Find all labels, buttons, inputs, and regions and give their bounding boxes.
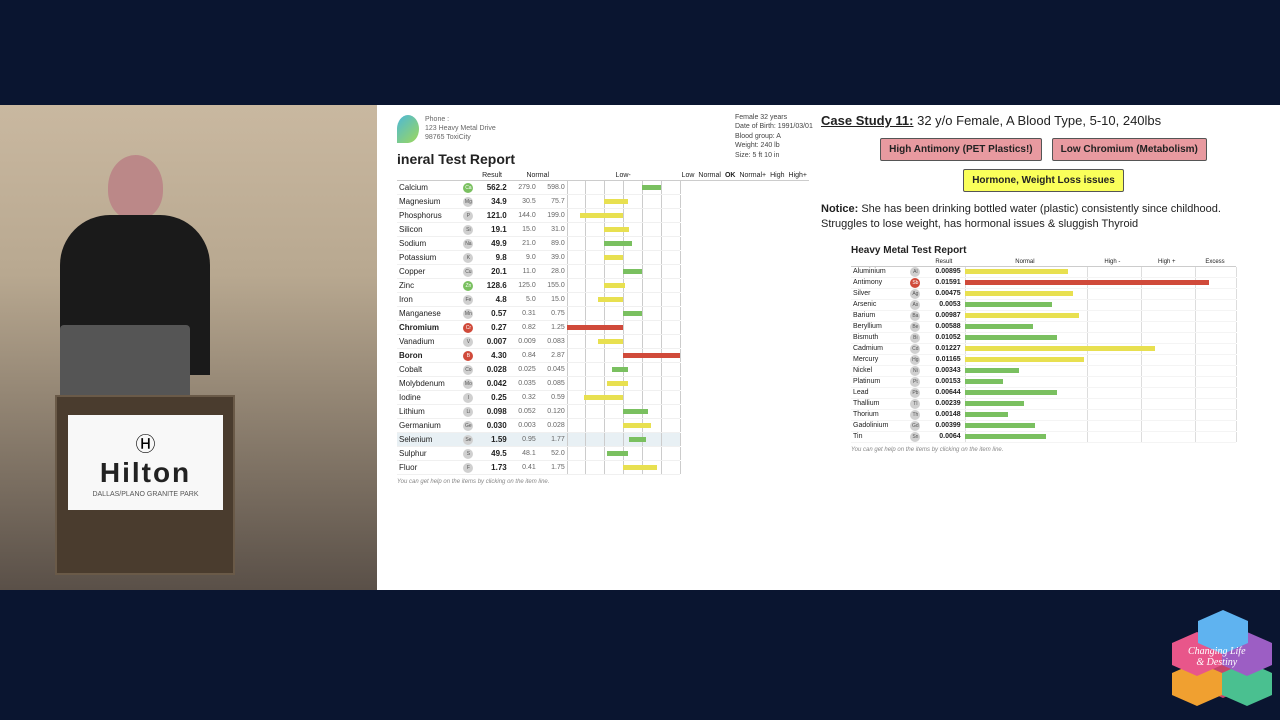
table-row[interactable]: Platinum Pt 0.00153: [851, 376, 1236, 387]
table-row[interactable]: Sodium Na 49.921.089.0: [397, 237, 809, 251]
finding-tag: Low Chromium (Metabolism): [1052, 138, 1207, 161]
table-row[interactable]: Cobalt Co 0.0280.0250.045: [397, 363, 809, 377]
column-header: Low-: [567, 171, 680, 181]
event-badge: Changing Life& Destiny: [1170, 610, 1270, 710]
table-row[interactable]: Cadmium Cd 0.01227: [851, 343, 1236, 354]
table-row[interactable]: Beryllium Be 0.00588: [851, 321, 1236, 332]
case-study-title: Case Study 11: 32 y/o Female, A Blood Ty…: [821, 113, 1266, 128]
column-header: Normal: [696, 171, 723, 181]
table-row[interactable]: Arsenic As 0.0053: [851, 299, 1236, 310]
table-row[interactable]: Silicon Si 19.115.031.0: [397, 223, 809, 237]
table-row[interactable]: Vanadium V 0.0070.0090.083: [397, 335, 809, 349]
table-row[interactable]: Lead Pb 0.00644: [851, 387, 1236, 398]
table-row[interactable]: Magnesium Mg 34.930.575.7: [397, 195, 809, 209]
table-row[interactable]: Aluminium Al 0.00895: [851, 266, 1236, 277]
column-header: High+: [787, 171, 809, 181]
column-header: Excess: [1194, 258, 1236, 267]
table-row[interactable]: Zinc Zn 128.6125.0155.0: [397, 279, 809, 293]
table-row[interactable]: Tin Sn 0.0064: [851, 431, 1236, 442]
table-row[interactable]: Nickel Ni 0.00343: [851, 365, 1236, 376]
table-row[interactable]: Thorium Th 0.00148: [851, 409, 1236, 420]
table-row[interactable]: Selenium Se 1.590.951.77: [397, 433, 809, 447]
column-header: Low: [680, 171, 697, 181]
column-header: Normal: [509, 171, 567, 181]
table-row[interactable]: Calcium Ca 562.2279.0598.0: [397, 181, 809, 195]
logo-block: Phone : 123 Heavy Metal Drive 98765 Toxi…: [397, 115, 496, 143]
heavy-metal-table: ResultNormalHigh -High +Excess Aluminium…: [851, 258, 1236, 443]
column-header: Normal: [965, 258, 1085, 267]
table-row[interactable]: Thallium Tl 0.00239: [851, 398, 1236, 409]
column-header: OK: [723, 171, 738, 181]
column-header: Result: [923, 258, 965, 267]
column-header: [397, 171, 475, 181]
speaker-photo: Ⓗ Hilton DALLAS/PLANO GRANITE PARK: [0, 105, 377, 590]
hm-footnote: You can get help on the items by clickin…: [851, 447, 1266, 453]
tag-row: High Antimony (PET Plastics!) Low Chromiu…: [821, 138, 1266, 161]
table-row[interactable]: Boron B 4.300.842.87: [397, 349, 809, 363]
notice-text: Notice: She has been drinking bottled wa…: [821, 202, 1266, 233]
table-row[interactable]: Potassium K 9.89.039.0: [397, 251, 809, 265]
table-row[interactable]: Gadolinium Gd 0.00399: [851, 420, 1236, 431]
left-column: Phone : 123 Heavy Metal Drive 98765 Toxi…: [377, 105, 817, 590]
table-row[interactable]: Silver Ag 0.00475: [851, 288, 1236, 299]
column-header: High +: [1140, 258, 1194, 267]
table-footnote: You can get help on the items by clickin…: [397, 479, 809, 485]
table-row[interactable]: Germanium Ge 0.0300.0030.028: [397, 419, 809, 433]
table-row[interactable]: Lithium Li 0.0980.0520.120: [397, 405, 809, 419]
table-row[interactable]: Fluor F 1.730.411.75: [397, 461, 809, 475]
table-row[interactable]: Phosphorus P 121.0144.0199.0: [397, 209, 809, 223]
patient-info: Female 32 yearsDate of Birth: 1991/03/01…: [735, 113, 813, 160]
column-header: High -: [1085, 258, 1139, 267]
finding-tag: Hormone, Weight Loss issues: [963, 169, 1124, 192]
table-row[interactable]: Molybdenum Mo 0.0420.0350.085: [397, 377, 809, 391]
table-row[interactable]: Antimony Sb 0.01591: [851, 277, 1236, 288]
column-header: [908, 258, 923, 267]
podium-sign: Ⓗ Hilton DALLAS/PLANO GRANITE PARK: [68, 415, 223, 510]
table-row[interactable]: Copper Cu 20.111.028.0: [397, 265, 809, 279]
table-row[interactable]: Chromium Cr 0.270.821.25: [397, 321, 809, 335]
table-row[interactable]: Iron Fe 4.85.015.0: [397, 293, 809, 307]
table-row[interactable]: Manganese Mn 0.570.310.75: [397, 307, 809, 321]
table-row[interactable]: Mercury Hg 0.01165: [851, 354, 1236, 365]
right-column: Female 32 yearsDate of Birth: 1991/03/01…: [817, 105, 1280, 590]
tag-row: Hormone, Weight Loss issues: [821, 169, 1266, 192]
table-row[interactable]: Iodine I 0.250.320.59: [397, 391, 809, 405]
lab-address: Phone : 123 Heavy Metal Drive 98765 Toxi…: [425, 115, 496, 143]
mineral-table: ResultNormalLow-LowNormalOKNormal+HighHi…: [397, 171, 809, 475]
table-row[interactable]: Sulphur S 49.548.152.0: [397, 447, 809, 461]
column-header: Result: [475, 171, 508, 181]
column-header: High: [768, 171, 786, 181]
lab-logo-icon: [397, 115, 419, 143]
column-header: Normal+: [737, 171, 768, 181]
heavy-metal-title: Heavy Metal Test Report: [851, 245, 1266, 256]
table-row[interactable]: Bismuth Bi 0.01052: [851, 332, 1236, 343]
slide: Phone : 123 Heavy Metal Drive 98765 Toxi…: [377, 105, 1280, 590]
stage: Ⓗ Hilton DALLAS/PLANO GRANITE PARK Phone…: [0, 105, 1280, 590]
finding-tag: High Antimony (PET Plastics!): [880, 138, 1042, 161]
table-row[interactable]: Barium Ba 0.00987: [851, 310, 1236, 321]
column-header: [851, 258, 908, 267]
